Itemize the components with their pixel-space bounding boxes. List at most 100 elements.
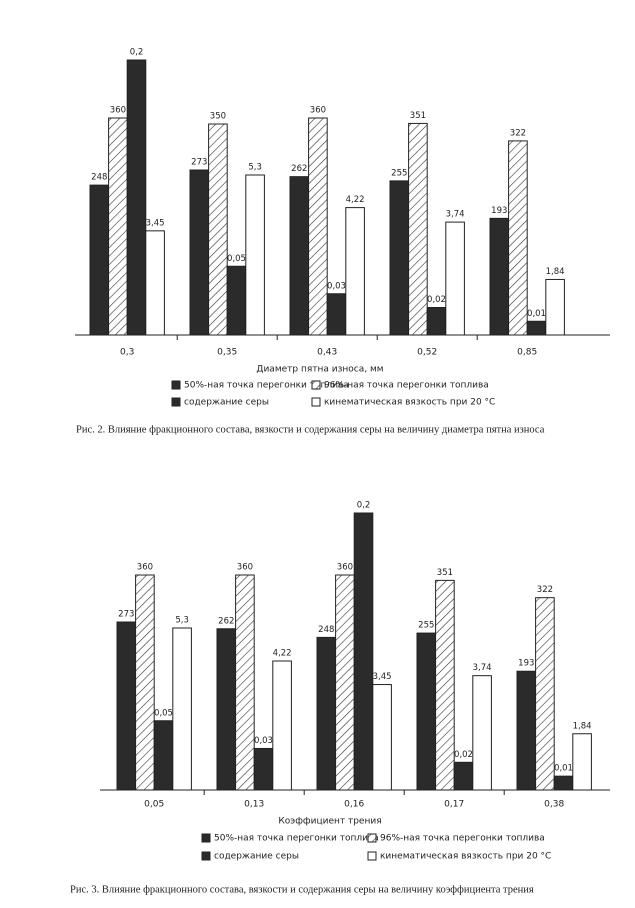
value-label: 0,05 — [227, 254, 246, 264]
value-label: 350 — [210, 112, 226, 122]
bar — [535, 597, 555, 791]
value-label: 0,2 — [130, 48, 144, 58]
bar — [108, 117, 128, 336]
value-label: 262 — [291, 164, 307, 174]
value-label: 0,2 — [357, 501, 371, 511]
value-label: 3,74 — [473, 663, 492, 673]
bar — [308, 117, 328, 336]
value-label: 0,05 — [154, 708, 173, 718]
bar — [472, 675, 492, 791]
bar — [245, 174, 265, 336]
x-tick-label: 0,17 — [444, 800, 464, 810]
value-label: 0,01 — [554, 764, 573, 774]
x-axis-label: Коэффициент трения — [278, 817, 381, 827]
value-label: 3,45 — [373, 672, 392, 682]
value-label: 193 — [491, 206, 507, 216]
bar — [272, 660, 292, 791]
x-tick-label: 0,16 — [344, 800, 364, 810]
value-label: 248 — [318, 625, 334, 635]
value-label: 5,3 — [175, 616, 189, 626]
bar — [508, 140, 528, 336]
value-label: 3,74 — [446, 210, 465, 220]
bar — [208, 123, 228, 336]
value-label: 1,84 — [546, 267, 565, 277]
bar — [572, 733, 592, 791]
x-tick-label: 0,13 — [244, 800, 264, 810]
x-tick-label: 0,35 — [217, 348, 237, 358]
legend-swatch — [311, 380, 321, 390]
bar — [545, 278, 565, 336]
bar — [326, 293, 347, 336]
x-axis-label: Диаметр пятна износа, мм — [256, 365, 383, 375]
bar — [235, 574, 255, 791]
bar — [516, 670, 537, 791]
legend-label: кинематическая вязкость при 20 °С — [324, 398, 495, 408]
value-label: 4,22 — [273, 649, 292, 659]
bar — [289, 176, 310, 336]
bar — [226, 265, 247, 336]
bar — [345, 207, 365, 336]
bar — [353, 512, 374, 791]
legend-swatch — [171, 380, 181, 390]
value-label: 360 — [337, 563, 353, 573]
value-label: 360 — [310, 106, 326, 116]
bar — [153, 720, 174, 791]
bar — [435, 579, 455, 791]
legend-label: 50%-ная точка перегонки топлива — [184, 381, 349, 391]
legend-label: содержание серы — [214, 852, 299, 862]
legend-label: 50%-ная точка перегонки топлива — [214, 834, 379, 844]
bar — [372, 684, 392, 791]
bar — [408, 122, 428, 336]
bar — [453, 761, 474, 791]
bar — [253, 747, 274, 791]
legend-label: содержание серы — [184, 398, 269, 408]
bar — [389, 180, 410, 336]
bar — [335, 574, 355, 791]
legend-swatch — [201, 851, 211, 861]
legend-swatch — [311, 397, 321, 407]
value-label: 351 — [437, 568, 453, 578]
value-label: 3,45 — [146, 218, 165, 228]
x-tick-label: 0,43 — [317, 348, 337, 358]
value-label: 351 — [410, 111, 426, 121]
x-tick-label: 0,38 — [544, 800, 564, 810]
value-label: 360 — [137, 563, 153, 573]
value-label: 273 — [118, 610, 134, 620]
value-label: 0,03 — [327, 281, 346, 291]
bar — [526, 320, 547, 336]
value-label: 360 — [110, 106, 126, 116]
value-label: 0,02 — [427, 295, 446, 305]
bar — [416, 632, 437, 791]
value-label: 360 — [237, 563, 253, 573]
value-label: 262 — [218, 616, 234, 626]
x-tick-label: 0,85 — [517, 348, 537, 358]
legend-swatch — [367, 833, 377, 843]
bar — [553, 775, 574, 791]
legend-swatch — [201, 833, 211, 843]
legend-label: кинематическая вязкость при 20 °С — [380, 852, 551, 862]
legend-label: 96%-ная точка перегонки топлива — [380, 834, 545, 844]
bar — [489, 217, 510, 336]
legend-swatch — [171, 397, 181, 407]
caption: Рис. 3. Влияние фракционного состава, вя… — [70, 884, 534, 895]
bar — [426, 307, 447, 336]
x-tick-label: 0,3 — [120, 348, 134, 358]
bar — [145, 230, 165, 336]
bar — [172, 627, 192, 791]
caption: Рис. 2. Влияние фракционного состава, вя… — [76, 424, 545, 435]
value-label: 0,01 — [527, 309, 546, 319]
value-label: 273 — [191, 158, 207, 168]
bar — [116, 621, 137, 791]
value-label: 193 — [518, 659, 534, 669]
value-label: 322 — [537, 585, 553, 595]
bar — [89, 184, 110, 336]
value-label: 0,02 — [454, 750, 473, 760]
x-tick-label: 0,05 — [144, 800, 164, 810]
value-label: 248 — [91, 173, 107, 183]
legend-swatch — [367, 851, 377, 861]
value-label: 4,22 — [346, 195, 365, 205]
bar — [126, 59, 147, 336]
bar — [216, 628, 237, 791]
bar — [189, 169, 210, 336]
